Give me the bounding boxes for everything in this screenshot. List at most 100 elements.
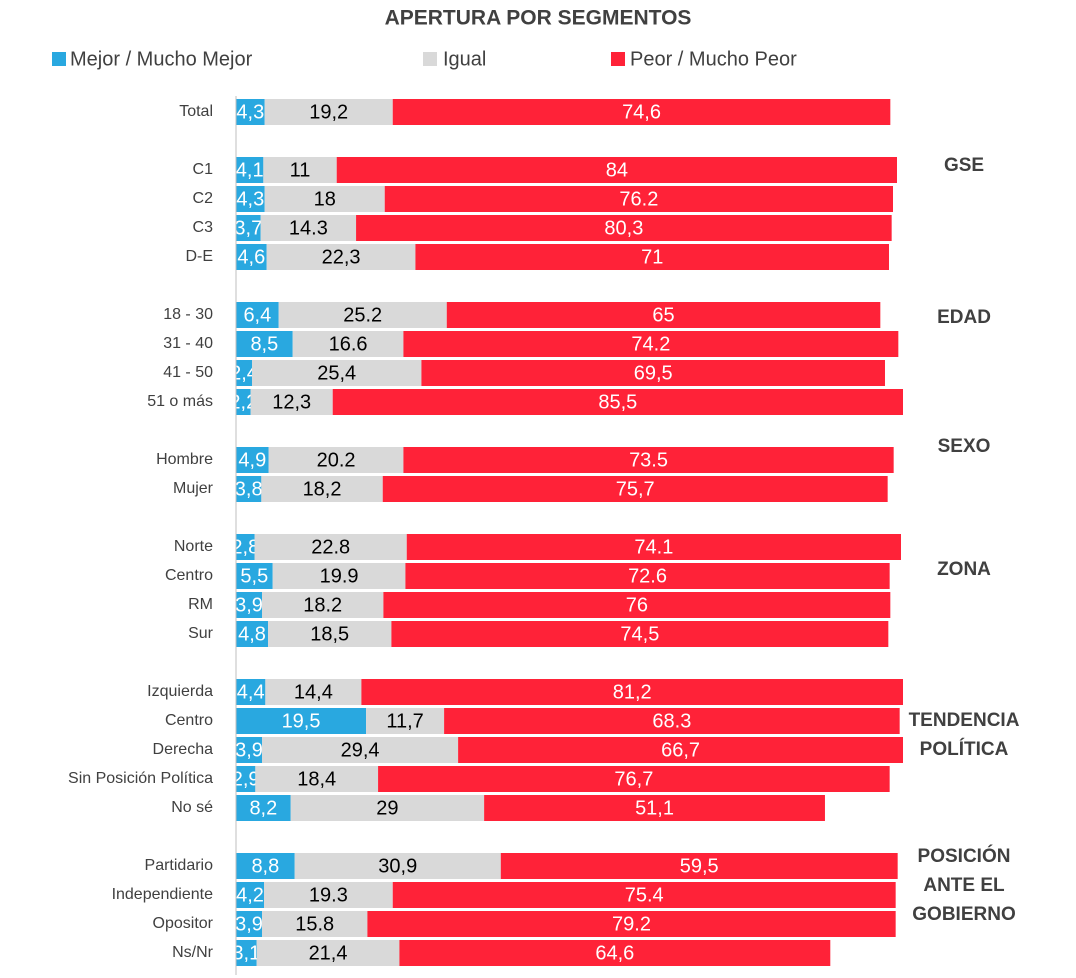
data-label: 21,4 (309, 942, 348, 964)
data-label: 4,3 (236, 188, 264, 210)
y-tick-label: Izquierda (147, 683, 213, 700)
bar-segment (458, 737, 903, 763)
bar-segment (366, 708, 445, 734)
group-label: ANTE EL (923, 875, 1005, 896)
data-label: 76 (626, 594, 648, 616)
bar-segment (262, 737, 459, 763)
bar-segment (294, 853, 501, 879)
data-label: 22.8 (311, 536, 350, 558)
data-label: 8,5 (250, 333, 278, 355)
bar-segment (236, 244, 267, 270)
bar-segment (236, 563, 273, 589)
data-label: 19.3 (309, 884, 348, 906)
y-tick-label: 51 o más (147, 393, 213, 410)
bar-segment (367, 911, 896, 937)
group-label: GSE (944, 155, 984, 176)
data-label: 3,9 (235, 594, 263, 616)
data-label: 69,5 (634, 362, 673, 384)
bar-segment (272, 563, 406, 589)
bar-segment (263, 157, 337, 183)
data-label: 3,9 (235, 739, 263, 761)
bar-segment (406, 534, 901, 560)
bar-segment (268, 621, 392, 647)
data-label: 2,8 (231, 536, 259, 558)
data-label: 18 (314, 188, 336, 210)
data-label: 3,9 (235, 913, 263, 935)
bar-segment (421, 360, 885, 386)
data-label: 4,3 (236, 101, 264, 123)
y-tick-label: 31 - 40 (163, 335, 213, 352)
y-tick-label: Opositor (153, 915, 214, 932)
y-tick-label: Ns/Nr (172, 944, 214, 961)
bar-segment (236, 766, 256, 792)
y-tick-label: Mujer (173, 480, 214, 497)
bar-segment (236, 737, 263, 763)
bar-segment (266, 244, 416, 270)
y-tick-label: 41 - 50 (163, 364, 213, 381)
data-label: 19,5 (282, 710, 321, 732)
bar-segment (264, 882, 393, 908)
bar-segment (278, 302, 447, 328)
bar-segment (361, 679, 903, 705)
data-label: 5,5 (240, 565, 268, 587)
data-label: 4,8 (238, 623, 266, 645)
data-label: 16.6 (329, 333, 368, 355)
data-label: 75,7 (616, 478, 655, 500)
data-label: 6,4 (243, 304, 271, 326)
bar-segment (356, 215, 892, 241)
bar-segment (236, 534, 255, 560)
data-label: 80,3 (604, 217, 643, 239)
chart-title: APERTURA POR SEGMENTOS (385, 7, 692, 30)
data-label: 2,9 (232, 768, 260, 790)
data-label: 64,6 (595, 942, 634, 964)
bar-segment (391, 621, 889, 647)
group-label: ZONA (937, 559, 991, 580)
bar-segment (236, 476, 262, 502)
bar-segment (403, 331, 899, 357)
data-label: 25,4 (317, 362, 356, 384)
data-label: 76,7 (614, 768, 653, 790)
legend-swatch (611, 52, 625, 66)
data-label: 71 (641, 246, 663, 268)
data-label: 25.2 (343, 304, 382, 326)
bar-segment (236, 621, 269, 647)
bar-segment (236, 679, 266, 705)
y-tick-label: C2 (193, 190, 214, 207)
y-tick-label: Sur (188, 625, 214, 642)
data-label: 51,1 (635, 797, 674, 819)
data-label: 4,1 (236, 159, 264, 181)
y-tick-label: No sé (171, 799, 213, 816)
y-tick-label: Sin Posición Política (68, 770, 213, 787)
data-label: 15.8 (295, 913, 334, 935)
data-label: 3,7 (234, 217, 262, 239)
data-label: 72.6 (628, 565, 667, 587)
y-tick-label: RM (188, 596, 213, 613)
data-label: 65 (652, 304, 674, 326)
bar-segment (262, 911, 368, 937)
y-tick-label: Partidario (145, 857, 214, 874)
data-label: 11 (290, 159, 311, 181)
bar-segment (261, 476, 383, 502)
data-label: 74.2 (631, 333, 670, 355)
data-label: 18,4 (297, 768, 336, 790)
bar-segment (446, 302, 881, 328)
bar-segment (378, 766, 890, 792)
data-label: 30,9 (378, 855, 417, 877)
data-label: 3,8 (235, 478, 263, 500)
bar-segment (264, 99, 393, 125)
data-label: 85,5 (598, 391, 637, 413)
legend-label: Mejor / Mucho Mejor (70, 48, 253, 70)
bar-segment (236, 795, 291, 821)
data-label: 8,2 (249, 797, 277, 819)
y-tick-label: Total (179, 103, 213, 120)
bar-segment (236, 360, 253, 386)
bar-segment (236, 157, 264, 183)
data-label: 59,5 (680, 855, 719, 877)
y-tick-label: Independiente (112, 886, 214, 903)
data-label: 66,7 (661, 739, 700, 761)
bar-segment (250, 389, 333, 415)
data-label: 22,3 (322, 246, 361, 268)
bar-segment (236, 215, 261, 241)
y-tick-label: C3 (193, 219, 214, 236)
